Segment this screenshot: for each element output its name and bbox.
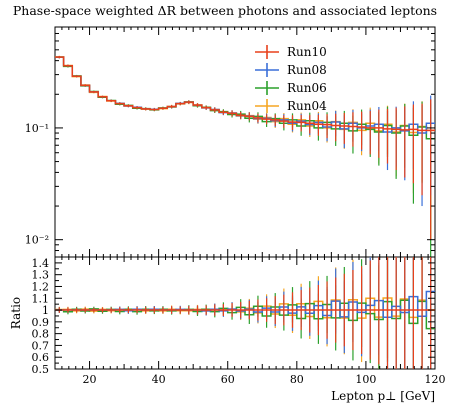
ratio-y-tick-label: 0.7 — [32, 339, 50, 352]
series-line-run08 — [55, 56, 435, 134]
ratio-y-tick-label: 1.3 — [32, 269, 50, 282]
ratio-plot-frame — [54, 256, 436, 370]
series-line-run04 — [55, 56, 435, 134]
main-plot-frame — [54, 26, 436, 258]
legend-label-run08: Run08 — [287, 63, 327, 77]
ratio-y-tick-label: 1.1 — [32, 292, 50, 305]
ratio-y-tick-label: 1 — [42, 304, 49, 317]
x-tick-label: 80 — [290, 373, 304, 386]
legend-label-run10: Run10 — [287, 45, 327, 59]
ratio-y-tick-label: 1.4 — [32, 257, 50, 270]
ratio-y-tick-label: 0.9 — [32, 316, 50, 329]
x-tick-label: 120 — [425, 373, 446, 386]
x-tick-label: 20 — [83, 373, 97, 386]
main-y-tick-label: 10⁻² — [25, 234, 49, 247]
ratio-y-tick-label: 1.2 — [32, 280, 50, 293]
x-axis-label: Lepton p⊥ [GeV] — [331, 389, 435, 403]
x-tick-label: 40 — [152, 373, 166, 386]
x-tick-label: 60 — [221, 373, 235, 386]
legend: Run10 Run08 Run06 Run04 — [255, 45, 327, 113]
ratio-y-axis-label: Ratio — [9, 297, 23, 329]
ratio-line-run06 — [55, 299, 435, 330]
series-line-run10 — [55, 56, 435, 132]
x-tick-label: 100 — [355, 373, 376, 386]
chart-title: Phase-space weighted ΔR between photons … — [13, 3, 437, 18]
series-line-run06 — [55, 56, 435, 140]
legend-label-run04: Run04 — [287, 99, 327, 113]
main-y-tick-label: 10⁻¹ — [25, 122, 49, 135]
main-plot-panel: 10⁻¹ 10⁻² Run10 Run08 Run06 Run04 — [25, 26, 436, 258]
ratio-y-tick-label: 0.5 — [32, 363, 50, 376]
legend-label-run06: Run06 — [287, 81, 327, 95]
ratio-y-tick-label: 0.8 — [32, 328, 50, 341]
ratio-y-tick-label: 0.6 — [32, 351, 50, 364]
ratio-plot-panel: 0.50.60.70.80.911.11.21.31.4 20 40 60 80 100… — [9, 27, 446, 403]
